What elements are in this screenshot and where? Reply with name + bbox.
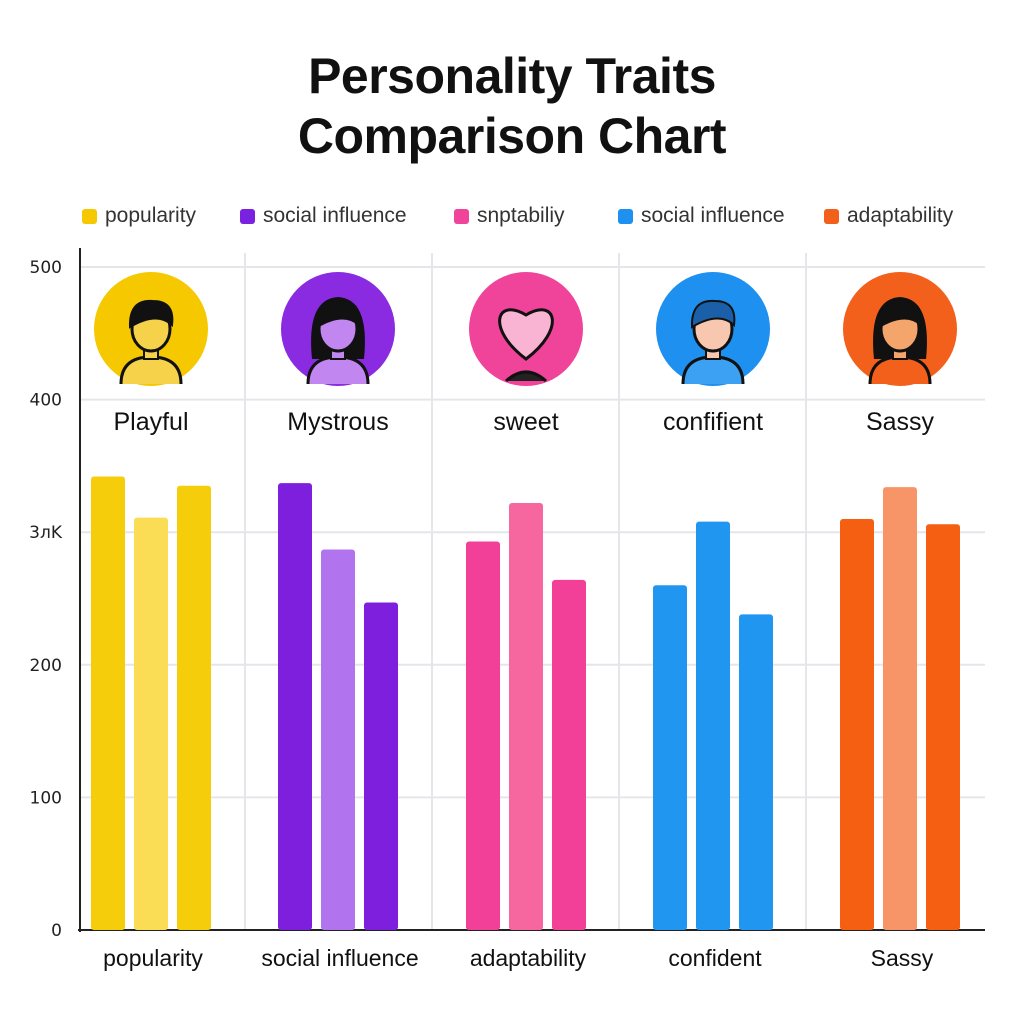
group-label: sweet <box>493 408 558 436</box>
bar <box>91 476 125 930</box>
legend-label: social influence <box>641 204 785 227</box>
chart-title-line-1: Personality Traits <box>308 48 716 104</box>
bar <box>739 614 773 930</box>
chart-title: Personality Traits Comparison Chart <box>0 46 1024 166</box>
person-woman-icon <box>843 272 957 386</box>
legend-swatch <box>82 208 97 224</box>
bar <box>134 517 168 930</box>
legend-label: adaptability <box>847 204 954 227</box>
person-long-hair-icon <box>281 272 395 386</box>
legend-item: adaptability <box>824 204 953 228</box>
legend-label: snptabiliy <box>477 204 565 227</box>
legend-item: social influence <box>618 204 785 228</box>
legend-label: popularity <box>105 204 197 227</box>
bar <box>552 579 586 930</box>
legend-swatch <box>240 208 255 224</box>
legend-swatch <box>618 208 633 224</box>
bar <box>926 524 960 930</box>
y-tick-label: 0 <box>51 921 62 941</box>
bar <box>509 503 543 930</box>
y-tick-label: 100 <box>30 788 62 808</box>
x-tick-label: social influence <box>261 945 418 971</box>
x-tick-label: Sassy <box>871 945 934 971</box>
chart-title-line-2: Comparison Chart <box>297 108 727 164</box>
person-icon <box>94 272 208 386</box>
bar <box>466 541 500 930</box>
bar <box>840 518 874 930</box>
y-tick-label: 3лK <box>29 523 63 543</box>
bar <box>177 485 211 930</box>
bar <box>696 521 730 930</box>
group-label: Playful <box>113 408 188 436</box>
bar <box>321 549 355 930</box>
group-label: Mystrous <box>287 408 388 436</box>
y-tick-label: 500 <box>30 258 62 278</box>
legend-item: social influence <box>240 204 407 228</box>
bar <box>278 483 312 930</box>
heart-icon <box>469 272 583 386</box>
legend-label: social influence <box>263 204 407 227</box>
legend-swatch <box>454 208 469 224</box>
legend: popularity social influence snptabiliy soci… <box>0 204 1024 234</box>
bar <box>364 602 398 930</box>
y-tick-label: 400 <box>30 391 62 411</box>
bar <box>883 487 917 930</box>
bar <box>653 585 687 930</box>
x-tick-label: adaptability <box>470 945 587 971</box>
legend-item: snptabiliy <box>454 204 565 228</box>
person-curly-icon <box>656 272 770 386</box>
legend-swatch <box>824 208 839 224</box>
x-tick-label: popularity <box>103 945 203 971</box>
x-tick-label: confident <box>668 945 762 971</box>
y-tick-label: 200 <box>30 656 62 676</box>
legend-item: popularity <box>82 204 196 228</box>
group-label: Sassy <box>866 408 935 436</box>
group-label: confifient <box>663 408 763 436</box>
